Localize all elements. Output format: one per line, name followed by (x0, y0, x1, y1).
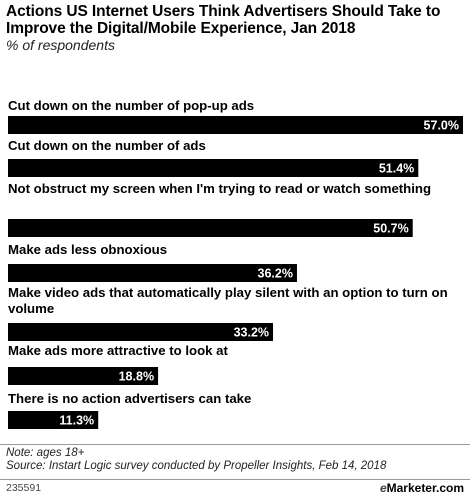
category-label: Cut down on the number of pop-up ads (8, 98, 254, 113)
bar (8, 264, 297, 282)
bar (8, 159, 419, 177)
brand-rest: Marketer.com (386, 481, 464, 495)
chart-bottom-row: 235591 eMarketer.com (6, 481, 464, 496)
footer-source: Source: Instart Logic survey conducted b… (6, 460, 387, 472)
bar-value-label: 33.2% (234, 326, 269, 340)
bar (8, 323, 274, 341)
bottom-divider (0, 479, 470, 480)
bar (8, 116, 463, 134)
bar-value-label: 51.4% (379, 162, 414, 176)
chart-subtitle: % of respondents (6, 37, 115, 53)
category-label: There is no action advertisers can take (8, 391, 251, 406)
bar (8, 411, 99, 429)
chart-footer: Note: ages 18+ Source: Instart Logic sur… (6, 447, 464, 473)
category-label: Not obstruct my screen when I'm trying t… (8, 181, 431, 196)
bar-value-label: 18.8% (119, 370, 154, 384)
bar-value-label: 11.3% (59, 414, 94, 428)
category-label: Make ads less obnoxious (8, 242, 167, 257)
emarketer-logo: eMarketer.com (380, 481, 464, 495)
bar (8, 219, 413, 237)
footer-note: Note: ages 18+ (6, 447, 85, 459)
chart-id: 235591 (6, 482, 42, 494)
category-label: Cut down on the number of ads (8, 138, 206, 153)
category-label: Make video ads that automatically play s… (8, 285, 448, 316)
bar-value-label: 50.7% (373, 222, 408, 236)
bar (8, 367, 159, 385)
chart-title: Actions US Internet Users Think Advertis… (6, 3, 441, 37)
bar-value-label: 36.2% (258, 267, 293, 281)
bar-value-label: 57.0% (424, 119, 459, 133)
category-label: Make ads more attractive to look at (8, 343, 228, 358)
footer-divider (0, 444, 470, 445)
brand-e: e (379, 481, 387, 495)
chart-header: Actions US Internet Users Think Advertis… (6, 3, 461, 54)
